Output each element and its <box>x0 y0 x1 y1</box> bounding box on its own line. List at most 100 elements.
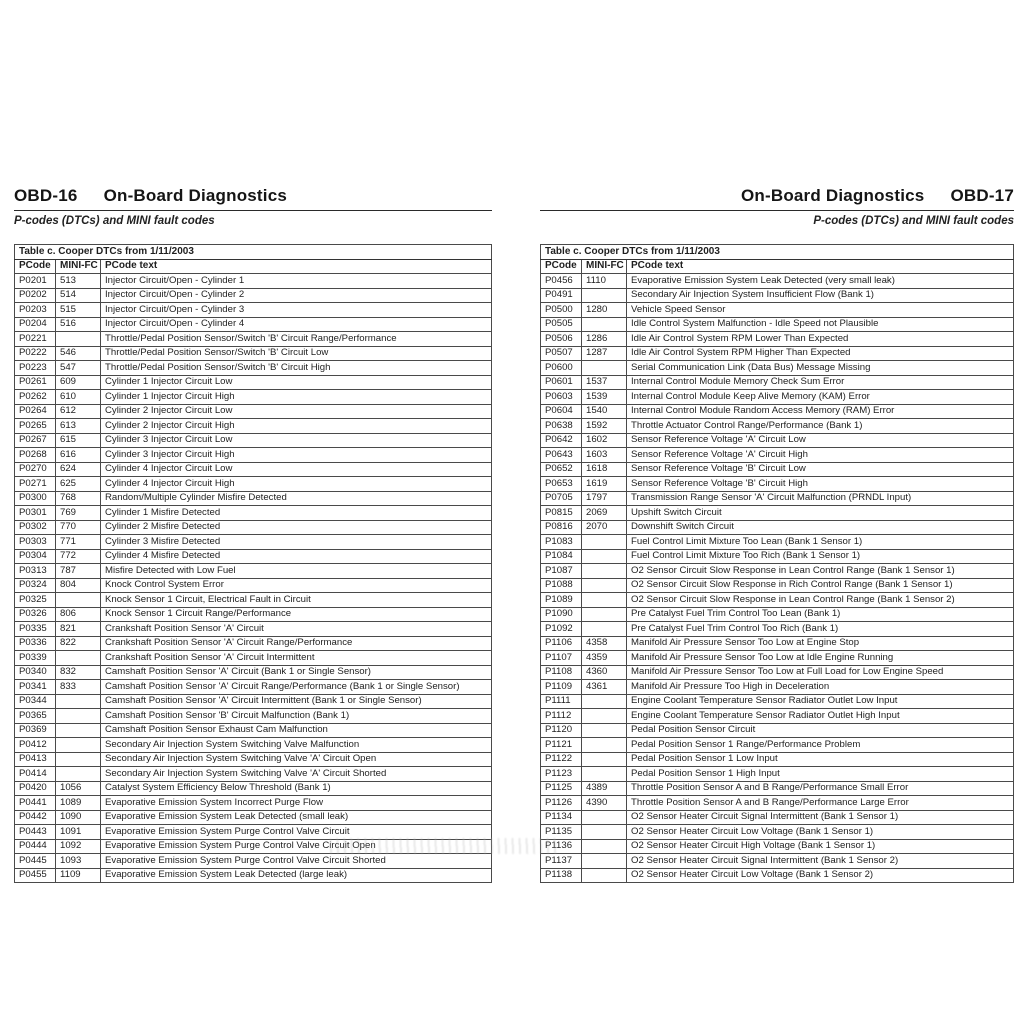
pcode-text-cell: Pedal Position Sensor 1 High Input <box>626 766 1014 782</box>
minifc-cell: 2070 <box>581 519 627 535</box>
pcode-cell: P0500 <box>540 302 582 318</box>
title-rule <box>14 210 492 211</box>
table-row: P1089 O2 Sensor Circuit Slow Response in … <box>540 592 1014 608</box>
minifc-cell: 1603 <box>581 447 627 463</box>
table-row: P0339 Crankshaft Position Sensor 'A' Circ… <box>14 650 492 666</box>
pcode-text-cell: Sensor Reference Voltage 'B' Circuit Low <box>626 461 1014 477</box>
pcode-text-cell: Throttle/Pedal Position Sensor/Switch 'B… <box>100 345 492 361</box>
pcode-text-cell: Evaporative Emission System Leak Detecte… <box>626 273 1014 289</box>
table-row: P1135 O2 Sensor Heater Circuit Low Voltag… <box>540 824 1014 840</box>
table-row: P0265 613 Cylinder 2 Injector Circuit High <box>14 418 492 434</box>
column-header-pcode: PCode <box>540 258 582 274</box>
pcode-text-cell: Cylinder 2 Injector Circuit Low <box>100 403 492 419</box>
pcode-text-cell: O2 Sensor Circuit Slow Response in Lean … <box>626 563 1014 579</box>
pcode-text-cell: Downshift Switch Circuit <box>626 519 1014 535</box>
table-row: P1087 O2 Sensor Circuit Slow Response in … <box>540 563 1014 579</box>
pcode-cell: P0202 <box>14 287 56 303</box>
pcode-text-cell: Internal Control Module Memory Check Sum… <box>626 374 1014 390</box>
pcode-text-cell: Internal Control Module Random Access Me… <box>626 403 1014 419</box>
table-row: P0270 624 Cylinder 4 Injector Circuit Low <box>14 461 492 477</box>
table-row: P0369 Camshaft Position Sensor Exhaust Ca… <box>14 722 492 738</box>
minifc-cell: 625 <box>55 476 101 492</box>
pcode-cell: P0313 <box>14 563 56 579</box>
table-caption: Table c. Cooper DTCs from 1/11/2003 <box>540 244 1014 260</box>
pcode-cell: P0505 <box>540 316 582 332</box>
table-row: P0341 833 Camshaft Position Sensor 'A' Cir… <box>14 679 492 695</box>
pcode-text-cell: O2 Sensor Circuit Slow Response in Lean … <box>626 592 1014 608</box>
page-number: OBD-16 <box>14 186 78 205</box>
page-obd-16: OBD-16 On-Board Diagnostics P-codes (DTC… <box>14 186 492 883</box>
table-row: P1138 O2 Sensor Heater Circuit Low Voltag… <box>540 867 1014 883</box>
table-caption: Table c. Cooper DTCs from 1/11/2003 <box>14 244 492 260</box>
table-row: P0643 1603 Sensor Reference Voltage 'A' Ci… <box>540 447 1014 463</box>
minifc-cell <box>55 751 101 767</box>
pcode-text-cell: Cylinder 3 Injector Circuit High <box>100 447 492 463</box>
table-row: P1083 Fuel Control Limit Mixture Too Lean… <box>540 534 1014 550</box>
pcode-cell: P1135 <box>540 824 582 840</box>
pcode-text-cell: Secondary Air Injection System Switching… <box>100 751 492 767</box>
table-row: P0313 787 Misfire Detected with Low Fuel <box>14 563 492 579</box>
pcode-cell: P0506 <box>540 331 582 347</box>
minifc-cell: 1093 <box>55 853 101 869</box>
table-row: P0444 1092 Evaporative Emission System Pur… <box>14 838 492 854</box>
pcode-cell: P1090 <box>540 606 582 622</box>
pcode-text-cell: Serial Communication Link (Data Bus) Mes… <box>626 360 1014 376</box>
minifc-cell: 1540 <box>581 403 627 419</box>
pcode-cell: P0456 <box>540 273 582 289</box>
table-row: P0604 1540 Internal Control Module Random … <box>540 403 1014 419</box>
minifc-cell: 609 <box>55 374 101 390</box>
pcode-text-cell: O2 Sensor Heater Circuit Low Voltage (Ba… <box>626 824 1014 840</box>
minifc-cell: 1091 <box>55 824 101 840</box>
page-header-right: On-Board Diagnostics OBD-17 P-codes (DTC… <box>540 186 1014 227</box>
minifc-cell <box>581 360 627 376</box>
minifc-cell <box>55 766 101 782</box>
pcode-cell: P0222 <box>14 345 56 361</box>
pcode-cell: P1134 <box>540 809 582 825</box>
table-row: P0344 Camshaft Position Sensor 'A' Circui… <box>14 693 492 709</box>
minifc-cell <box>55 737 101 753</box>
page-titlebar: OBD-16 On-Board Diagnostics <box>14 186 492 206</box>
pcode-text-cell: Camshaft Position Sensor 'A' Circuit Int… <box>100 693 492 709</box>
table-row: P0223 547 Throttle/Pedal Position Sensor/S… <box>14 360 492 376</box>
pcode-cell: P0603 <box>540 389 582 405</box>
pcode-cell: P1111 <box>540 693 582 709</box>
minifc-cell: 787 <box>55 563 101 579</box>
pcode-text-cell: Catalyst System Efficiency Below Thresho… <box>100 780 492 796</box>
table-row: P0413 Secondary Air Injection System Swit… <box>14 751 492 767</box>
pcode-cell: P0324 <box>14 577 56 593</box>
minifc-cell <box>581 534 627 550</box>
minifc-cell: 1090 <box>55 809 101 825</box>
pcode-cell: P1092 <box>540 621 582 637</box>
pcode-text-cell: Cylinder 4 Injector Circuit High <box>100 476 492 492</box>
minifc-cell: 769 <box>55 505 101 521</box>
minifc-cell: 1592 <box>581 418 627 434</box>
pcode-cell: P1137 <box>540 853 582 869</box>
minifc-cell: 1619 <box>581 476 627 492</box>
pcode-cell: P0491 <box>540 287 582 303</box>
pcode-text-cell: Idle Control System Malfunction - Idle S… <box>626 316 1014 332</box>
minifc-cell: 613 <box>55 418 101 434</box>
table-row: P0455 1109 Evaporative Emission System Lea… <box>14 867 492 883</box>
column-header-pcode: PCode <box>14 258 56 274</box>
minifc-cell <box>581 751 627 767</box>
pcode-text-cell: O2 Sensor Circuit Slow Response in Rich … <box>626 577 1014 593</box>
table-row: P0441 1089 Evaporative Emission System Inc… <box>14 795 492 811</box>
table-row: P0412 Secondary Air Injection System Swit… <box>14 737 492 753</box>
table-row: P0335 821 Crankshaft Position Sensor 'A' C… <box>14 621 492 637</box>
pcode-cell: P0638 <box>540 418 582 434</box>
table-row: P0202 514 Injector Circuit/Open - Cylinder… <box>14 287 492 303</box>
pcode-text-cell: Vehicle Speed Sensor <box>626 302 1014 318</box>
pcode-cell: P0412 <box>14 737 56 753</box>
minifc-cell <box>581 621 627 637</box>
minifc-cell: 1110 <box>581 273 627 289</box>
minifc-cell: 513 <box>55 273 101 289</box>
pcode-cell: P0267 <box>14 432 56 448</box>
table-row: P0325 Knock Sensor 1 Circuit, Electrical … <box>14 592 492 608</box>
table-row: P1109 4361 Manifold Air Pressure Too High … <box>540 679 1014 695</box>
minifc-cell: 4360 <box>581 664 627 680</box>
minifc-cell <box>581 316 627 332</box>
pcode-text-cell: Throttle Actuator Control Range/Performa… <box>626 418 1014 434</box>
pcode-text-cell: Manifold Air Pressure Sensor Too Low at … <box>626 635 1014 651</box>
pcode-text-cell: Evaporative Emission System Purge Contro… <box>100 853 492 869</box>
table-row: P0420 1056 Catalyst System Efficiency Belo… <box>14 780 492 796</box>
